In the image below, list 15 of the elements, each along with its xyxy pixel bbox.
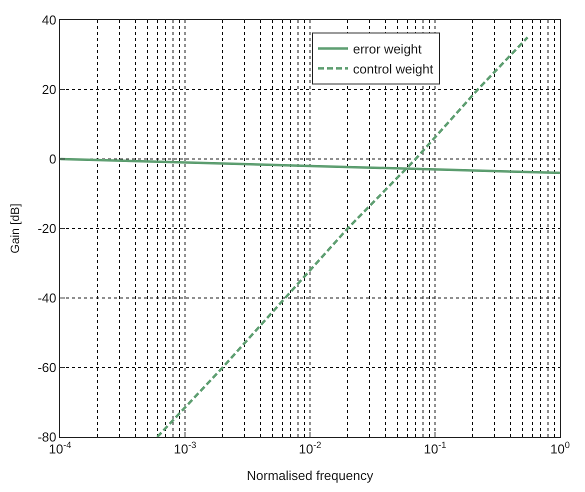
x-axis-title: Normalised frequency [246,468,374,484]
y-tick-label: -60 [38,360,56,376]
y-tick-label: -40 [38,290,56,306]
x-tick-label: 10$^{-3}$ [174,440,196,457]
legend-label: error weight [353,42,422,57]
y-tick-label: 0 [49,152,56,167]
y-tick-label: -80 [38,430,56,445]
y-tick-label: -20 [38,221,56,236]
x-tick-label: 10$^{-1}$ [424,440,446,457]
y-tick-label: 40 [42,12,56,28]
legend-label: control weight [353,61,434,76]
x-tick-label: 10$^{0}$ [550,440,570,457]
x-tick-label: 10$^{-2}$ [298,440,322,457]
y-tick-label: 20 [42,82,56,98]
y-axis-title: Gain [dB] [8,203,22,254]
